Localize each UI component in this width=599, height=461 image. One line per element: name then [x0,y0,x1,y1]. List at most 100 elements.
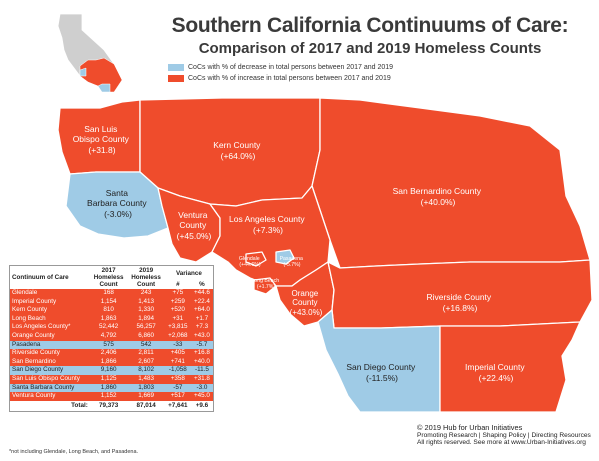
row-2017: 1,125 [89,374,128,384]
california-inset-map [57,13,123,93]
label-san-bernardino-change: (+40.0%) [421,197,456,207]
row-2019: 243 [127,289,165,298]
row-2017: 52,442 [89,323,128,332]
label-orange-name-1: Orange [292,289,319,298]
map-title: Southern California Continuums of Care: [171,14,569,37]
map-subtitle: Comparison of 2017 and 2019 Homeless Cou… [198,40,542,57]
total-label: Total: [10,400,90,411]
row-variance-pct: +43.0 [190,331,213,341]
row-name: Orange County [10,331,90,341]
row-variance-num: -33 [164,340,191,350]
label-orange: Orange County (+43.0%) [290,289,323,317]
label-long-beach: Long Beach (+1.7%) [251,278,280,290]
row-name: San Luis Obispo County [10,374,90,384]
santa-barbara-inset [79,67,87,77]
header-variance-num: # [176,281,180,288]
label-kern-name: Kern County [213,140,261,150]
row-name: San Diego County [10,366,90,375]
label-long-beach-change: (+1.7%) [257,284,276,290]
row-2017: 2,406 [89,349,128,358]
legend-decrease: CoCs with % of decrease in total persons… [168,64,393,71]
label-glendale-change: (+44.6%) [239,262,260,268]
row-2017: 168 [89,289,128,298]
label-imperial-name: Imperial County [465,362,525,372]
label-santa-barbara-name-1: Santa [106,188,128,198]
table-row: Pasadena 575 542 -33 -5.7 [10,340,213,350]
row-name: Imperial County [10,297,90,307]
row-variance-num: +75 [164,289,191,298]
row-variance-num: +741 [164,357,191,367]
row-variance-num: +358 [164,374,191,384]
row-variance-pct: +16.8 [190,349,213,358]
legend-increase: CoCs with % of increase in total persons… [168,75,391,82]
header-coc: Continuum of Care [12,274,69,281]
label-orange-name-2: County [292,298,317,307]
row-name: Pasadena [10,340,90,350]
row-2017: 1,863 [89,314,128,324]
legend-decrease-swatch [168,64,184,71]
label-los-angeles: Los Angeles County (+7.3%) [229,214,307,235]
row-variance-pct: -3.0 [190,383,213,393]
table-body: Glendale 168 243 +75 +44.6 Imperial County 1,1… [10,289,213,411]
label-santa-barbara: Santa Barbara County (-3.0%) [87,188,149,219]
san-diego-inset [97,83,111,93]
table-row: Glendale 168 243 +75 +44.6 [10,289,213,298]
label-glendale-name: Glendale [239,256,260,262]
table-row: Los Angeles County* 52,442 56,257 +3,815 +7.… [10,323,213,332]
row-variance-num: -1,058 [164,366,191,375]
row-variance-pct: +45.0 [190,392,213,401]
row-variance-pct: +22.4 [190,297,213,307]
credit-tagline: Promoting Research | Shaping Policy | Di… [417,431,591,439]
label-long-beach-name: Long Beach [251,278,279,284]
table-total-row: Total: 79,373 87,014 +7,641 +9.6 [10,400,213,411]
label-san-diego: San Diego County (-11.5%) [346,362,417,383]
row-2019: 1,669 [127,392,165,401]
table-row: San Luis Obispo County 1,125 1,483 +358 +31.… [10,374,213,384]
label-riverside: Riverside County (+16.8%) [426,292,493,313]
label-kern-change: (+64.0%) [221,151,256,161]
label-ventura-name-1: Ventura [178,210,208,220]
row-variance-pct: +1.7 [190,314,213,324]
label-san-luis-obispo-name-2: Obispo County [73,134,130,144]
label-los-angeles-change: (+7.3%) [253,225,283,235]
table-row: Orange County 4,792 6,860 +2,068 +43.0 [10,331,213,341]
row-2019: 542 [127,340,165,350]
region-long-beach [253,277,277,295]
label-san-luis-obispo-change: (+31.8) [88,145,115,155]
credit-copyright: © 2019 Hub for Urban Initiatives [417,423,523,432]
row-2019: 1,413 [127,297,165,307]
row-2017: 1,152 [89,392,128,401]
row-variance-pct: +31.8 [190,374,213,384]
row-2019: 8,102 [127,366,165,375]
row-variance-pct: -11.5 [190,366,213,375]
row-2017: 4,792 [89,331,128,341]
region-imperial [439,321,581,413]
label-san-diego-change: (-11.5%) [366,373,398,383]
label-riverside-change: (+16.8%) [443,303,478,313]
label-san-luis-obispo-name-1: San Luis [84,124,117,134]
region-pasadena [275,249,295,265]
region-ventura [157,187,221,263]
row-variance-pct: +64.0 [190,306,213,315]
row-2019: 2,607 [127,357,165,367]
row-name: Ventura County [10,392,90,401]
row-name: Glendale [10,289,90,298]
row-2019: 1,483 [127,374,165,384]
header-variance: Variance [175,269,202,277]
total-2019: 87,014 [127,400,165,411]
label-ventura-change: (+45.0%) [177,231,212,241]
legend-increase-swatch [168,75,184,82]
label-san-diego-name: San Diego County [346,362,416,372]
label-san-luis-obispo: San Luis Obispo County (+31.8) [73,124,132,155]
label-san-bernardino: San Bernardino County (+40.0%) [393,186,484,207]
legend-decrease-label: CoCs with % of decrease in total persons… [188,64,394,71]
row-variance-num: +405 [164,349,191,358]
table-row: San Bernardino 1,866 2,607 +741 +40.0 [10,357,213,367]
label-riverside-name: Riverside County [426,292,491,302]
row-2017: 575 [89,340,128,350]
credit-website: All rights reserved. See more at www.Urb… [417,439,586,447]
total-variance-pct: +9.6 [190,400,213,411]
header-2019: 2019 Homeless Count [131,267,161,288]
label-santa-barbara-name-2: Barbara County [87,198,147,208]
